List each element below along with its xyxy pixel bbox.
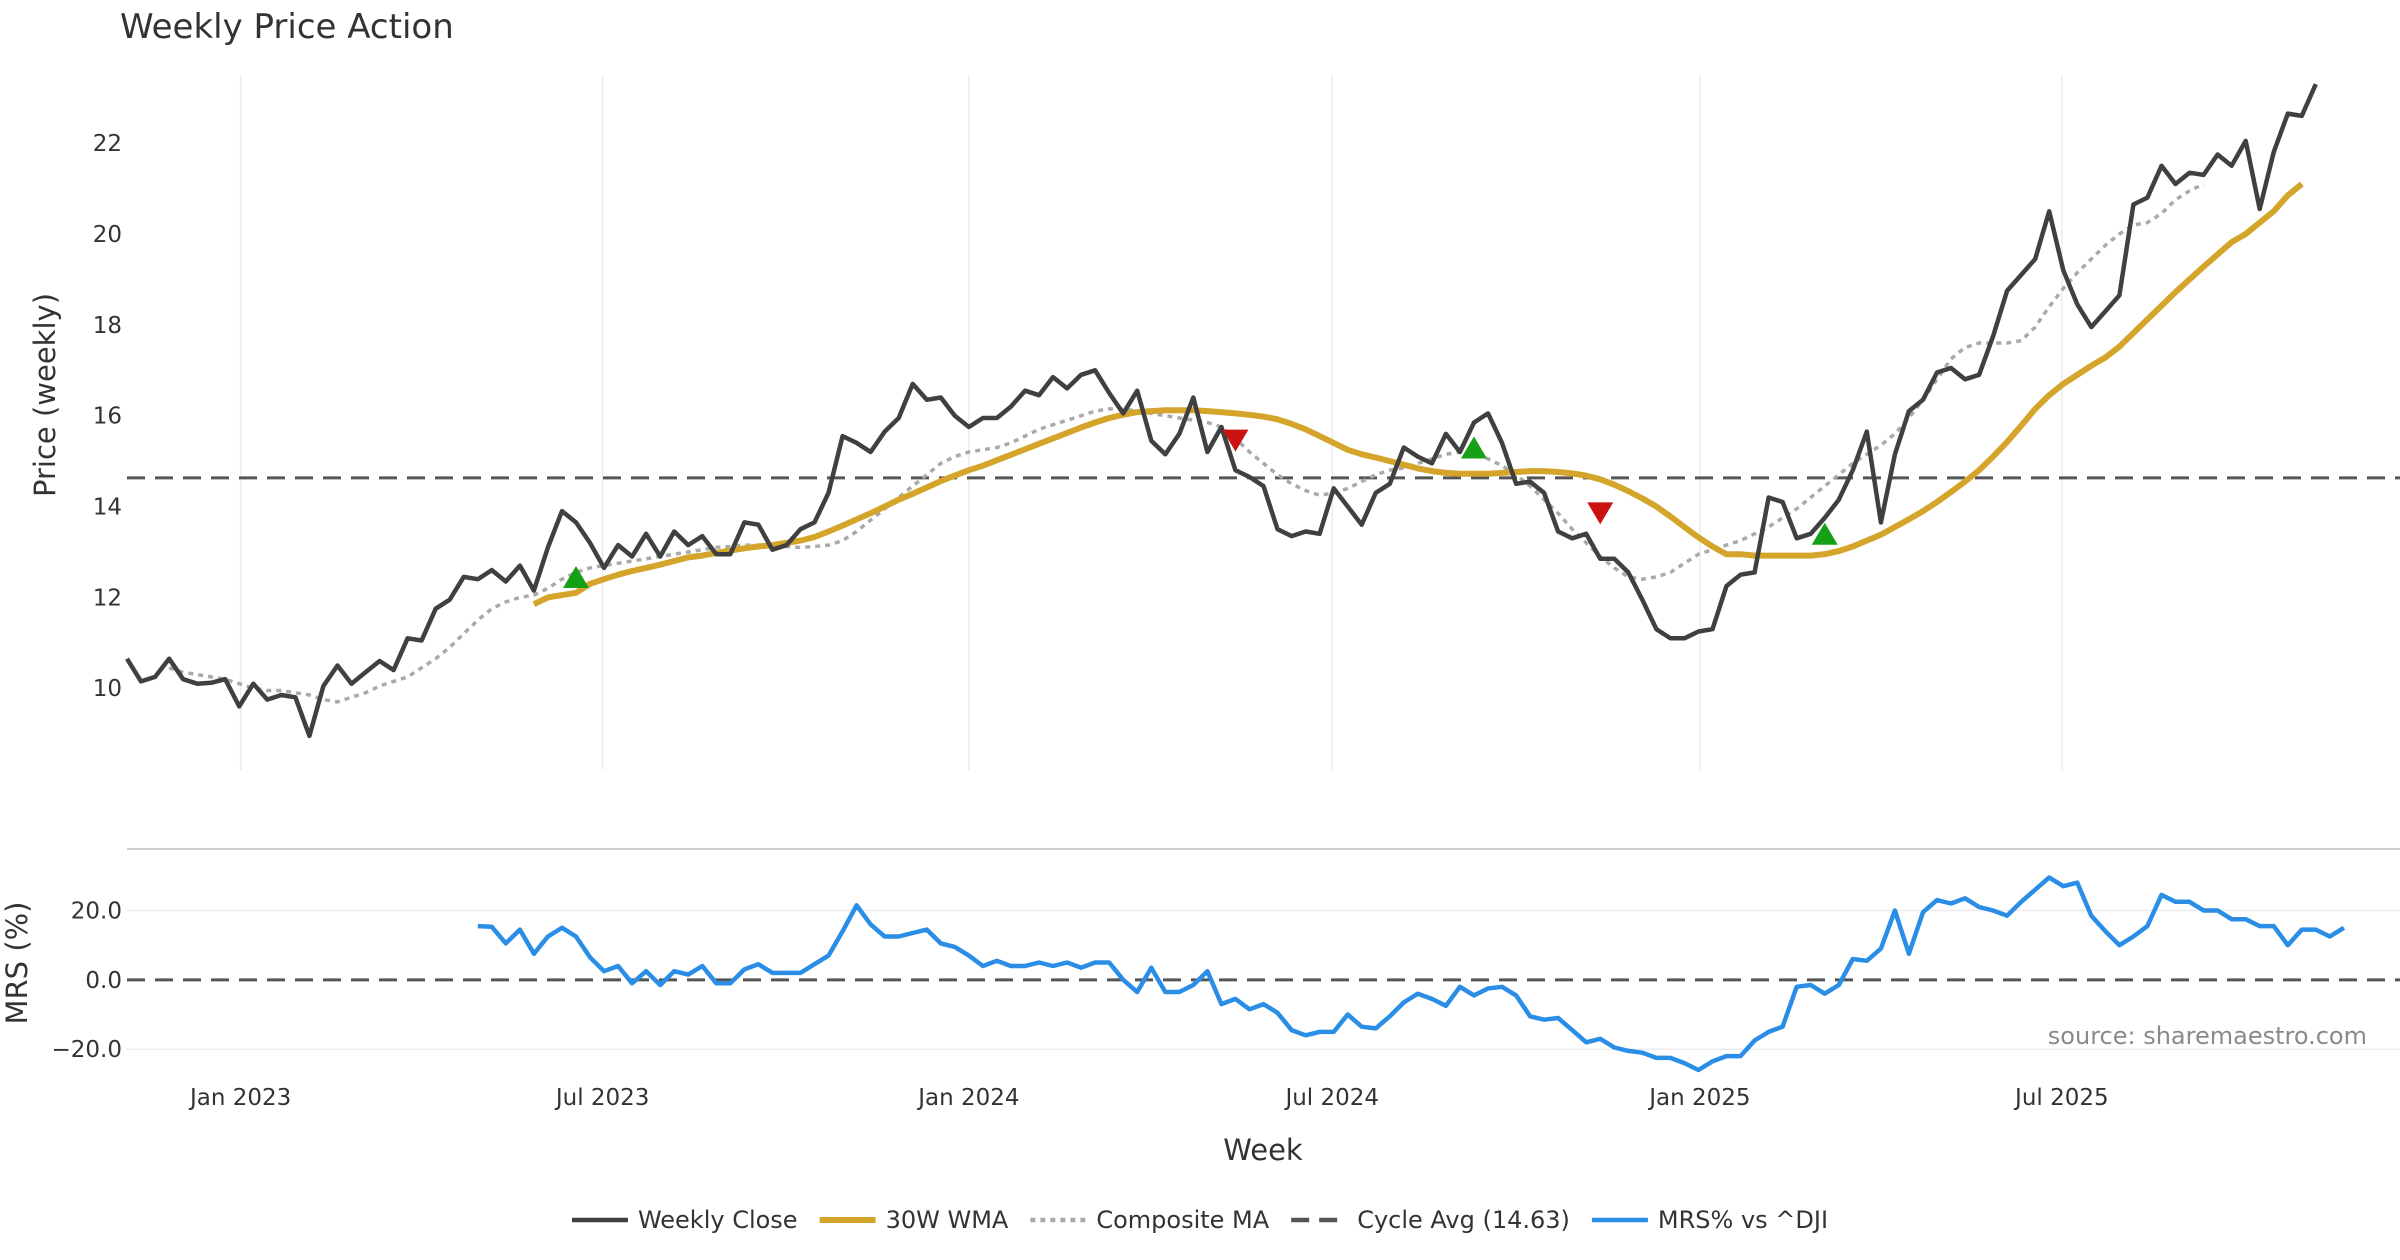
price-y-tick: 22: [93, 131, 122, 157]
price-y-axis-title: Price (weekly): [28, 293, 62, 497]
legend-label-mrs: MRS% vs ^DJI: [1658, 1206, 1828, 1234]
price-y-tick: 18: [93, 313, 122, 339]
mrs-panel: 20.0 0.0 −20.0 MRS (%) source: sharemaestr…: [0, 875, 2400, 1073]
x-tick-label: Jan 2023: [188, 1085, 291, 1111]
legend-label-wma: 30W WMA: [886, 1206, 1009, 1234]
mrs-y-tick: 0.0: [85, 968, 122, 994]
legend: Weekly Close 30W WMA Composite MA Cycle Avg…: [571, 1206, 1828, 1234]
x-tick-label: Jan 2024: [916, 1085, 1019, 1111]
weekly-close-line: [125, 83, 2318, 739]
mrs-grid: [127, 909, 2400, 1050]
chart-title: Weekly Price Action: [120, 7, 454, 47]
mrs-y-ticks: 20.0 0.0 −20.0: [52, 898, 122, 1063]
legend-label-cycle: Cycle Avg (14.63): [1357, 1206, 1570, 1234]
legend-label-close: Weekly Close: [638, 1206, 798, 1234]
price-panel: 10 12 14 16 18 20 22 Price (weekly): [28, 75, 2400, 770]
composite-ma-line: [168, 182, 2205, 704]
price-y-tick: 20: [93, 222, 122, 248]
price-y-tick: 12: [93, 585, 122, 611]
x-tick-label: Jul 2023: [554, 1085, 650, 1111]
price-y-tick: 16: [93, 404, 122, 430]
sell-signal-marker: [1587, 502, 1614, 525]
signal-markers: [562, 429, 1838, 588]
sell-signal-marker: [1222, 429, 1249, 452]
mrs-y-tick: −20.0: [52, 1037, 122, 1063]
mrs-y-tick: 20.0: [71, 898, 122, 924]
price-grid: [239, 75, 2063, 770]
x-tick-label: Jul 2025: [2013, 1085, 2109, 1111]
source-credit: source: sharemaestro.com: [2048, 1022, 2367, 1050]
x-axis-title: Week: [1223, 1133, 1303, 1167]
wma-30w-line: [532, 181, 2304, 607]
legend-label-composite: Composite MA: [1096, 1206, 1269, 1234]
price-y-tick: 10: [93, 676, 122, 702]
buy-signal-marker: [1460, 436, 1487, 459]
mrs-line: [477, 875, 2346, 1073]
mrs-y-axis-title: MRS (%): [0, 902, 34, 1025]
x-tick-label: Jul 2024: [1283, 1085, 1379, 1111]
x-axis-ticks: Jan 2023 Jul 2023 Jan 2024 Jul 2024 Jan 2025…: [188, 1085, 2109, 1111]
price-y-tick: 14: [93, 495, 122, 521]
price-y-ticks: 10 12 14 16 18 20 22: [93, 131, 122, 702]
x-tick-label: Jan 2025: [1647, 1085, 1750, 1111]
buy-signal-marker: [1811, 522, 1838, 545]
buy-signal-marker: [562, 565, 589, 588]
